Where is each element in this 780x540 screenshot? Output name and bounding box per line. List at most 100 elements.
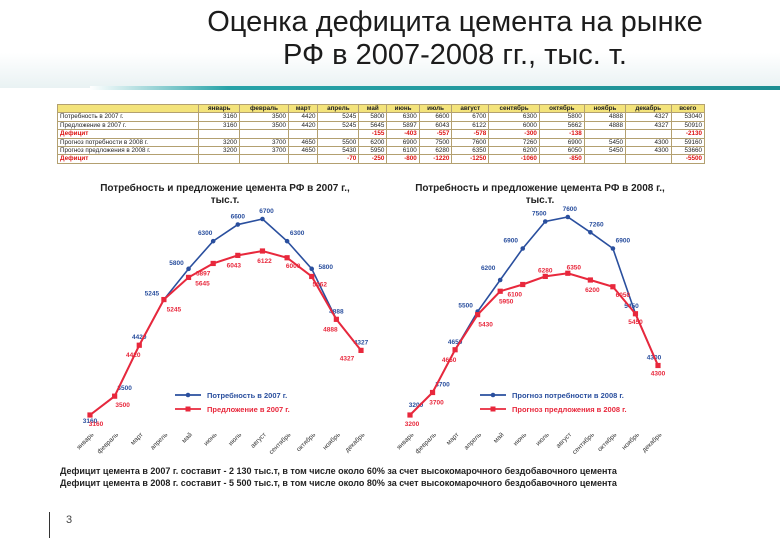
table-header-cell: июнь: [386, 103, 420, 114]
data-point: [565, 214, 571, 220]
data-label: 5800: [318, 264, 333, 271]
data-label: 4888: [323, 326, 338, 333]
table-cell: 3200: [198, 146, 241, 156]
data-point: [565, 270, 571, 276]
table-cell: 4420: [287, 112, 319, 122]
table-cell: 6300: [386, 112, 420, 122]
page-number: 3: [66, 514, 73, 526]
table-cell: 5950: [358, 146, 388, 156]
data-point: [542, 219, 548, 224]
table-cell: 3200: [198, 137, 241, 148]
x-tick-label: июнь: [203, 431, 219, 447]
data-point: [186, 266, 191, 272]
data-label: 6122: [257, 258, 272, 265]
data-label: 3500: [115, 402, 130, 409]
data-point: [610, 246, 616, 251]
table-header-cell: июль: [418, 103, 453, 114]
table-cell: [583, 129, 627, 139]
x-tick-label: июнь: [512, 431, 528, 447]
footer-line-2: Дефицит цемента в 2008 г. составит - 5 5…: [60, 477, 617, 488]
table-header-cell: ноябрь: [583, 103, 627, 114]
data-point: [260, 216, 265, 222]
legend-marker: [490, 406, 496, 412]
table-cell: 6050: [538, 146, 585, 156]
data-point: [210, 260, 216, 267]
table-cell: 5450: [583, 137, 627, 148]
data-point: [587, 277, 593, 283]
table-cell: 5897: [386, 120, 420, 131]
data-label: 3700: [435, 382, 450, 389]
data-label: 4420: [132, 334, 147, 341]
legend-marker: [185, 406, 191, 412]
table-cell: -250: [358, 154, 388, 164]
data-label: 6050: [616, 292, 631, 299]
slide-title: Оценка дефицита цемента на рынке РФ в 20…: [140, 6, 770, 72]
data-label: 6100: [507, 292, 522, 299]
data-point: [235, 222, 241, 227]
table-row: Прогноз предложения в 2008 г. 3200 3700 465…: [56, 146, 706, 156]
x-tick-label: январь: [396, 431, 416, 451]
table-cell: 5500: [317, 137, 360, 148]
table-cell: 5450: [583, 146, 627, 156]
table-cell: 3700: [239, 137, 289, 148]
data-label: 6600: [231, 214, 246, 221]
table-row: Потребность в 2007 г. 3160 3500 4420 5245 580…: [56, 112, 706, 122]
data-label: 5800: [169, 260, 184, 267]
data-label: 4888: [329, 308, 344, 315]
table-cell: 3160: [198, 112, 241, 122]
data-label: 5645: [195, 280, 210, 287]
legend-marker: [490, 392, 496, 398]
table-cell: 6100: [386, 146, 420, 156]
x-tick-label: март: [129, 431, 144, 446]
data-point: [475, 312, 481, 318]
table-header-cell: [56, 103, 200, 114]
data-label: 3160: [83, 418, 98, 425]
table-row-label: Дефицит: [56, 154, 200, 164]
data-point: [136, 342, 142, 348]
table-cell: 5430: [317, 146, 360, 156]
table-row: Прогноз потребности в 2008 г. 3200 3700 465…: [56, 137, 706, 148]
table-cell: 4888: [583, 120, 627, 131]
table-cell: 7500: [418, 137, 453, 148]
table-cell: 3700: [239, 146, 289, 156]
data-point: [520, 246, 526, 251]
data-label: 6043: [227, 262, 242, 269]
data-point: [358, 347, 364, 353]
table-header-row: январь февраль март апрель май июнь июль август…: [56, 103, 706, 114]
table-cell: 7260: [488, 137, 540, 148]
table-cell: 6700: [451, 112, 490, 122]
data-point: [333, 316, 339, 322]
data-label: 6200: [481, 265, 496, 272]
data-point: [112, 393, 118, 399]
footer-notes: Дефицит цемента в 2007 г. составит - 2 1…: [60, 466, 617, 489]
data-label: 3500: [117, 385, 132, 392]
x-tick-label: июль: [227, 431, 243, 447]
data-label: 4327: [354, 339, 369, 346]
data-label: 6700: [259, 208, 274, 215]
table-cell: [198, 129, 241, 139]
x-tick-label: ноябрь: [321, 430, 342, 451]
table-cell: [625, 154, 672, 164]
legend-label: Потребность в 2007 г.: [207, 391, 287, 400]
table-cell: 4650: [287, 137, 319, 148]
data-point: [429, 389, 436, 396]
title-line-2: РФ в 2007-2008 гг., тыс. т.: [283, 39, 627, 71]
data-point: [161, 296, 167, 303]
table-cell: [239, 154, 289, 164]
table-cell: -300: [488, 129, 540, 139]
x-tick-label: февраль: [96, 431, 120, 455]
x-tick-label: март: [445, 431, 460, 446]
legend-marker: [185, 392, 191, 398]
table-cell: 5800: [358, 112, 388, 122]
x-tick-label: сентябрь: [267, 430, 293, 456]
table-cell: 6200: [488, 146, 540, 156]
table-cell: 4327: [625, 120, 672, 131]
data-point: [497, 277, 503, 283]
table-cell: -1060: [488, 154, 540, 164]
data-point: [259, 248, 266, 254]
x-tick-label: апрель: [463, 431, 483, 451]
x-tick-label: ноябрь: [620, 430, 641, 451]
table-row: Дефицит -70 -250 -800 -1220 -1250 -1060 -850 -55…: [56, 154, 706, 164]
table-row: Дефицит -155 -403 -557 -578 -300 -138 -2130: [56, 129, 706, 139]
table-cell: 5645: [358, 120, 388, 131]
